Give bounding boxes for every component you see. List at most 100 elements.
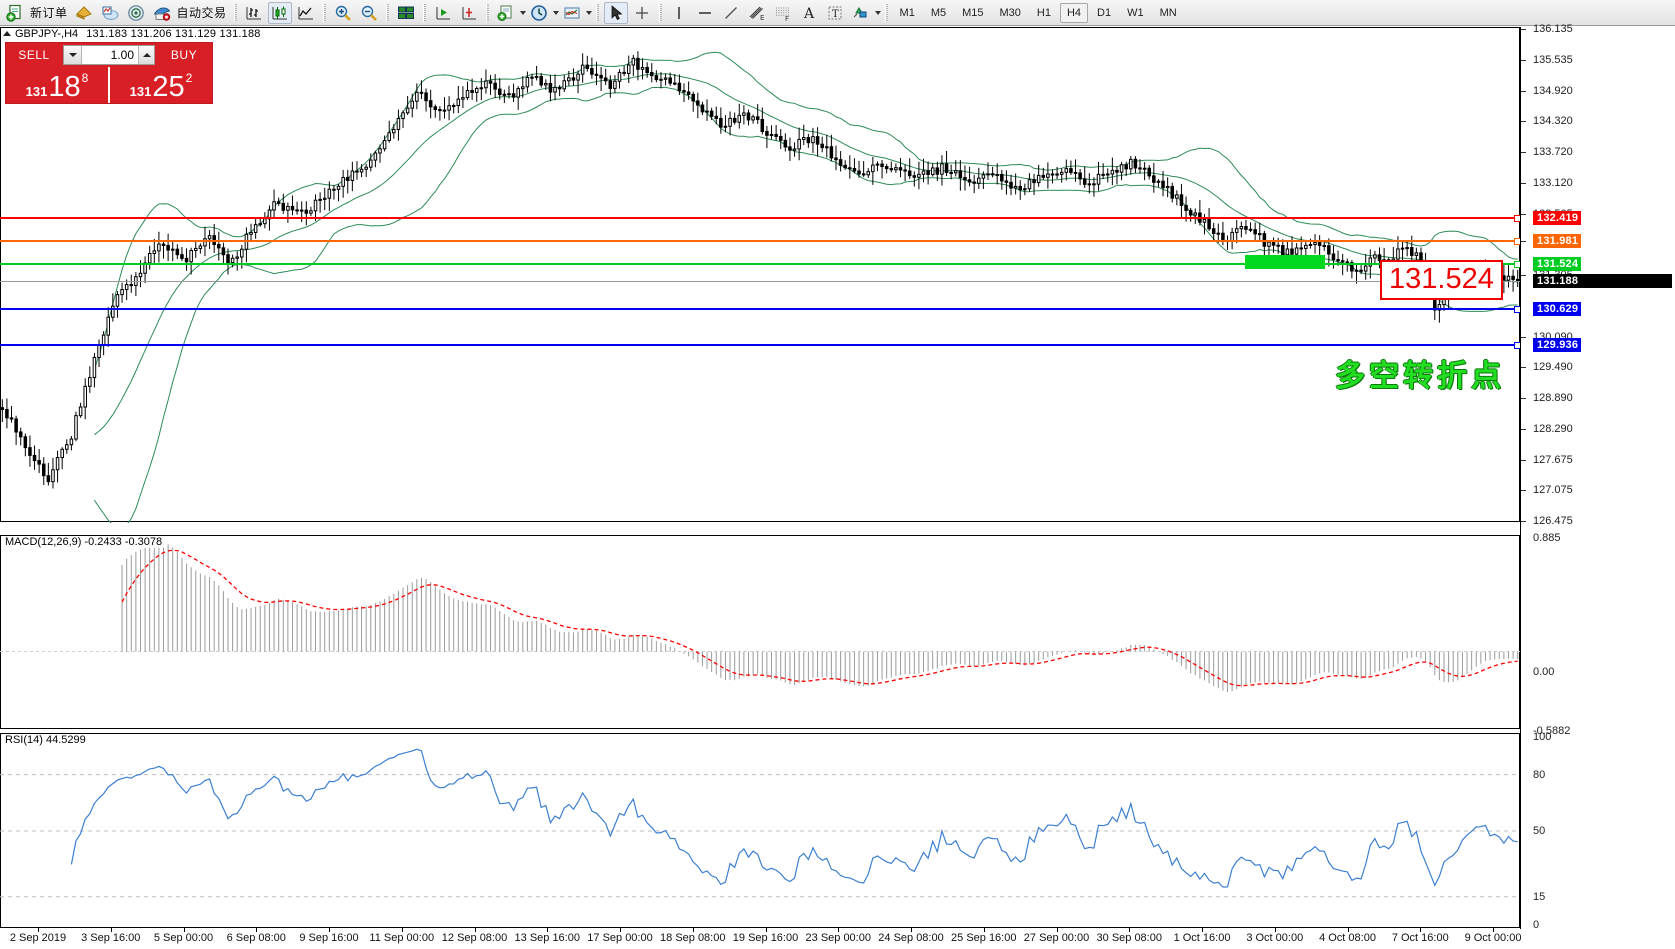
macd-pane[interactable] bbox=[0, 535, 1521, 730]
tab-timeframe-m5[interactable]: M5 bbox=[930, 6, 947, 19]
properties-icon[interactable] bbox=[72, 2, 96, 24]
tab-timeframe-w1[interactable]: W1 bbox=[1127, 6, 1144, 19]
price-axis-label: 134.320 bbox=[1533, 115, 1573, 128]
volume-value[interactable]: 1.00 bbox=[110, 48, 134, 62]
buy-button[interactable]: BUY bbox=[170, 48, 198, 62]
price-callout-box[interactable]: 131.524 bbox=[1380, 260, 1503, 300]
price-axis-tick bbox=[1521, 428, 1526, 430]
price-axis-tick bbox=[1521, 367, 1526, 369]
price-chart-pane[interactable] bbox=[0, 27, 1521, 523]
text-label-icon[interactable]: T bbox=[823, 2, 847, 24]
text-icon[interactable]: A bbox=[797, 2, 821, 24]
tab-timeframe-m30[interactable]: M30 bbox=[999, 6, 1021, 19]
time-axis-tick bbox=[620, 928, 621, 932]
oct-controls-row: SELL 1.00 BUY bbox=[6, 43, 212, 67]
new-order-label[interactable]: 新订单 bbox=[30, 6, 68, 20]
period-dropdown-icon[interactable] bbox=[552, 10, 559, 15]
collapse-triangle-icon[interactable] bbox=[3, 31, 11, 36]
time-axis-label: 24 Sep 08:00 bbox=[878, 932, 944, 944]
sell-price-pips: 18 bbox=[48, 71, 81, 103]
price-axis[interactable]: 136.135 135.535 134.920 134.320 133.720 133.1… bbox=[1520, 23, 1675, 931]
tab-timeframe-h4[interactable]: H4 bbox=[1059, 2, 1089, 23]
auto-trading-label[interactable]: 自动交易 bbox=[176, 6, 227, 20]
candlestick-chart-icon[interactable] bbox=[267, 1, 292, 24]
time-axis-label: 30 Sep 08:00 bbox=[1096, 932, 1162, 944]
rsi-indicator-label[interactable]: RSI(14) 44.5299 bbox=[3, 734, 88, 746]
toolbar-separator bbox=[322, 3, 326, 22]
price-line[interactable] bbox=[0, 217, 1520, 220]
price-badge-support-blue-1[interactable]: 130.629 bbox=[1533, 302, 1582, 317]
price-axis-tick bbox=[1521, 121, 1526, 123]
equidistant-channel-icon[interactable]: E bbox=[745, 2, 769, 24]
buy-price[interactable]: 131 25 2 bbox=[108, 67, 212, 103]
price-axis-tick bbox=[1521, 90, 1526, 92]
price-badge-pivot-green[interactable]: 131.524 bbox=[1533, 256, 1582, 271]
time-axis-tick bbox=[474, 928, 476, 932]
current-price-badge: 131.188 bbox=[1533, 273, 1672, 288]
price-axis-tick bbox=[1521, 213, 1526, 215]
price-axis-tick bbox=[1521, 490, 1526, 492]
price-line[interactable] bbox=[0, 239, 1520, 242]
tab-timeframe-h1[interactable]: H1 bbox=[1036, 6, 1051, 19]
time-axis-label: 25 Sep 16:00 bbox=[951, 932, 1017, 944]
fibonacci-icon[interactable]: F bbox=[771, 2, 795, 24]
time-axis-label: 9 Oct 00:00 bbox=[1464, 932, 1522, 944]
data-window-icon[interactable] bbox=[98, 2, 122, 24]
price-badge-resistance-red[interactable]: 132.419 bbox=[1533, 211, 1582, 226]
zoom-out-icon[interactable] bbox=[357, 2, 381, 24]
indicators-dropdown-icon[interactable] bbox=[585, 10, 592, 15]
price-line[interactable] bbox=[0, 343, 1520, 346]
zoom-in-icon[interactable] bbox=[331, 2, 355, 24]
chart-shift-icon[interactable] bbox=[457, 2, 481, 24]
sell-price[interactable]: 131 18 8 bbox=[6, 67, 108, 103]
crosshair-icon[interactable] bbox=[630, 2, 654, 24]
bar-chart-icon[interactable] bbox=[242, 2, 266, 24]
price-axis-label: 128.290 bbox=[1533, 422, 1573, 435]
price-line[interactable] bbox=[0, 262, 1520, 265]
chart-annotation-text[interactable]: 多空转折点 bbox=[1335, 359, 1505, 394]
time-axis-label: 17 Sep 00:00 bbox=[587, 932, 653, 944]
indicators-icon[interactable] bbox=[560, 2, 584, 24]
new-order-icon[interactable] bbox=[3, 2, 27, 24]
time-axis-label: 12 Sep 08:00 bbox=[441, 932, 508, 944]
shift-end-icon[interactable] bbox=[431, 2, 455, 24]
price-badge-support-blue-2[interactable]: 129.936 bbox=[1533, 337, 1582, 352]
highlight-zone bbox=[1245, 255, 1325, 269]
chart-area[interactable]: 131.524 多空转折点 MACD(12,26,9) -0.2433 -0.3… bbox=[0, 23, 1675, 949]
horizontal-line-icon[interactable] bbox=[693, 2, 717, 24]
toolbar-separator bbox=[595, 3, 599, 22]
price-axis-tick bbox=[1521, 240, 1526, 242]
time-axis-tick bbox=[1493, 928, 1494, 932]
period-icon[interactable] bbox=[527, 2, 551, 24]
cursor-icon[interactable] bbox=[603, 1, 628, 24]
templates-dropdown-icon[interactable] bbox=[519, 10, 526, 15]
tab-timeframe-mn[interactable]: MN bbox=[1159, 6, 1177, 19]
price-axis-label: 134.920 bbox=[1533, 84, 1573, 97]
svg-text:F: F bbox=[785, 15, 789, 22]
volume-dropdown-icon[interactable] bbox=[64, 46, 82, 64]
expert-advisor-icon[interactable] bbox=[150, 2, 174, 24]
vertical-line-icon[interactable] bbox=[667, 2, 691, 24]
line-chart-icon[interactable] bbox=[294, 2, 318, 24]
objects-dropdown-icon[interactable] bbox=[874, 10, 881, 15]
volume-input[interactable]: 1.00 bbox=[63, 45, 155, 65]
price-axis-label: 135.535 bbox=[1533, 53, 1573, 66]
price-line[interactable] bbox=[0, 308, 1520, 311]
volume-stepper-up-icon[interactable] bbox=[138, 46, 154, 64]
rsi-pane[interactable] bbox=[0, 733, 1521, 929]
rsi-axis-label: 0 bbox=[1533, 919, 1540, 931]
svg-text:E: E bbox=[760, 14, 764, 22]
macd-indicator-label[interactable]: MACD(12,26,9) -0.2433 -0.3078 bbox=[3, 536, 165, 548]
toolbar-separator bbox=[884, 3, 888, 22]
tab-timeframe-m1[interactable]: M1 bbox=[899, 6, 915, 19]
tab-timeframe-d1[interactable]: D1 bbox=[1097, 6, 1112, 19]
templates-icon[interactable] bbox=[494, 2, 518, 24]
tab-timeframe-m15[interactable]: M15 bbox=[962, 6, 984, 19]
time-axis[interactable]: 2 Sep 2019 3 Sep 16:00 5 Sep 00:00 6 Sep 08… bbox=[0, 927, 1522, 949]
tile-windows-icon[interactable] bbox=[394, 2, 418, 24]
sell-button[interactable]: SELL bbox=[18, 48, 50, 62]
objects-icon[interactable] bbox=[849, 2, 873, 24]
trendline-icon[interactable] bbox=[719, 2, 743, 24]
price-badge-resistance-orange[interactable]: 131.981 bbox=[1533, 233, 1582, 248]
navigator-icon[interactable] bbox=[124, 2, 148, 24]
